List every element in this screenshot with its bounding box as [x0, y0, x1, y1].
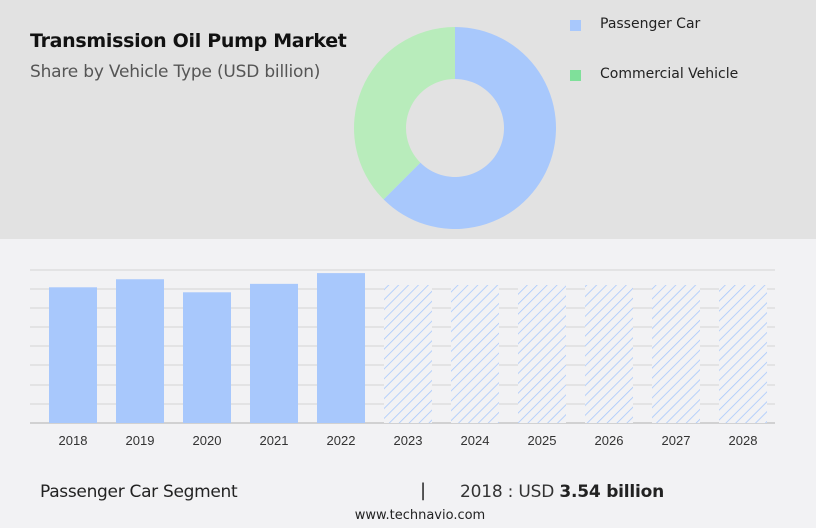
segment-value-amount: 3.54 billion: [559, 482, 665, 502]
bar-2018[interactable]: [49, 287, 97, 423]
forecast-bar-2023[interactable]: [384, 285, 432, 423]
x-tick-label: 2021: [260, 433, 289, 448]
x-tick-label: 2018: [59, 433, 88, 448]
legend-label: Commercial Vehicle: [600, 66, 739, 82]
bar-2022[interactable]: [317, 273, 365, 423]
x-tick-label: 2020: [193, 433, 222, 448]
x-tick-label: 2025: [528, 433, 557, 448]
x-tick-label: 2027: [662, 433, 691, 448]
forecast-bar-2028[interactable]: [719, 285, 767, 423]
x-tick-label: 2024: [461, 433, 490, 448]
x-tick-label: 2026: [595, 433, 624, 448]
forecast-bar-2026[interactable]: [585, 285, 633, 423]
x-tick-label: 2022: [327, 433, 356, 448]
segment-label: Passenger Car Segment: [40, 482, 238, 502]
segment-value: 2018 : USD 3.54 billion: [460, 482, 664, 502]
donut-slice-commercial-vehicle[interactable]: [353, 27, 455, 200]
donut-chart: [353, 27, 556, 229]
donut-slice-passenger-car[interactable]: [383, 27, 556, 229]
x-tick-label: 2023: [394, 433, 423, 448]
bar-2020[interactable]: [183, 292, 231, 423]
legend-swatch-commercial-vehicle: [570, 70, 581, 81]
segment-year-prefix: 2018 : USD: [460, 482, 555, 502]
chart-subtitle: Share by Vehicle Type (USD billion): [30, 62, 321, 82]
bar-2019[interactable]: [116, 279, 164, 423]
forecast-bar-2025[interactable]: [518, 285, 566, 423]
bar-2021[interactable]: [250, 283, 298, 423]
bar-chart: 2018 2019 2020 2021 2022 2023 2024 2025 2026 2027…: [30, 269, 775, 448]
forecast-bar-2024[interactable]: [451, 285, 499, 423]
chart-title: Transmission Oil Pump Market: [30, 30, 347, 52]
legend-swatch-passenger-car: [570, 20, 581, 31]
source-url[interactable]: www.technavio.com: [354, 508, 486, 523]
footer-separator: |: [420, 480, 427, 501]
legend-label: Passenger Car: [600, 16, 701, 32]
x-tick-label: 2019: [126, 433, 155, 448]
forecast-bar-2027[interactable]: [652, 285, 700, 423]
x-tick-label: 2028: [729, 433, 758, 448]
